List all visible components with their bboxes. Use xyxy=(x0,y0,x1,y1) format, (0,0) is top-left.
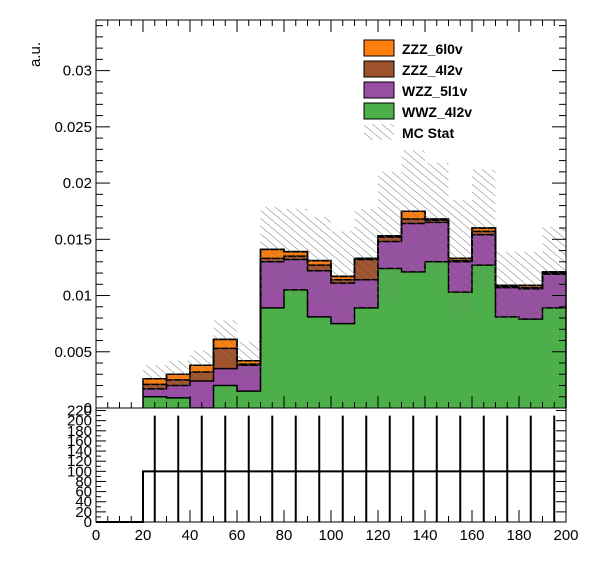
x-tick-label: 200 xyxy=(553,527,578,544)
legend-swatch-mc-stat xyxy=(364,124,394,140)
bar-WWZ_4l2v-16 xyxy=(519,319,543,408)
ratio-y-tick-label: 160 xyxy=(67,433,92,450)
mc-stat-band-10 xyxy=(378,171,402,301)
x-tick-label: 20 xyxy=(135,527,152,544)
bar-WZZ_5l1v-0 xyxy=(143,388,167,397)
y-tick-label: 0.025 xyxy=(54,119,92,136)
mc-stat-band-3 xyxy=(213,320,237,359)
x-tick-label: 0 xyxy=(92,527,100,544)
ratio-background xyxy=(96,408,566,522)
bar-WWZ_4l2v-10 xyxy=(378,268,402,408)
bar-WWZ_4l2v-12 xyxy=(425,261,449,408)
legend-swatch-WWZ_4l2v xyxy=(363,102,395,120)
bar-WWZ_4l2v-11 xyxy=(401,271,425,408)
bar-WWZ_4l2v-13 xyxy=(448,292,472,408)
bar-WWZ_4l2v-6 xyxy=(284,289,308,408)
bar-WWZ_4l2v-14 xyxy=(472,265,496,408)
mc-stat-band-2 xyxy=(190,350,214,380)
y-tick-label: 0 xyxy=(84,400,92,417)
mc-stat-band-7 xyxy=(307,216,331,305)
mc-stat-band-13 xyxy=(448,199,472,317)
ratio-y-tick-label: 140 xyxy=(67,443,92,460)
y-tick-label: 0.01 xyxy=(63,288,92,305)
ratio-y-tick-label: 20 xyxy=(75,504,92,521)
legend-swatch-WZZ_5l1v xyxy=(363,81,395,99)
mc-stat-band-15 xyxy=(495,251,519,320)
ratio-y-tick-label: 80 xyxy=(75,473,92,490)
bar-WWZ_4l2v-9 xyxy=(354,307,378,408)
ratio-y-tick-label: 220 xyxy=(67,403,92,420)
legend: ZZZ_6l0v ZZZ_4l2v WZZ_5l1v WWZ_4l2v MC Stat xyxy=(363,39,472,141)
x-tick-label: 180 xyxy=(506,527,531,544)
mc-stat-band-8 xyxy=(331,231,355,322)
ratio-y-tick-label: 200 xyxy=(67,413,92,430)
mc-stat-band-16 xyxy=(519,251,543,320)
y-tick-label: 0.03 xyxy=(63,63,92,80)
mc-stat-band-11 xyxy=(401,150,425,272)
mc-stat-band-6 xyxy=(284,208,308,295)
legend-swatch-ZZZ_4l2v xyxy=(363,60,395,78)
x-tick-label: 80 xyxy=(276,527,293,544)
legend-label: ZZZ_4l2v xyxy=(402,62,463,78)
mc-stat-band-5 xyxy=(260,206,284,293)
ratio-y-tick-label: 0 xyxy=(84,514,92,531)
mc-stat-band-14 xyxy=(472,169,496,287)
x-tick-label: 60 xyxy=(229,527,246,544)
bar-WWZ_4l2v-8 xyxy=(331,323,355,408)
y-tick-label: 0.015 xyxy=(54,231,92,248)
legend-label: WWZ_4l2v xyxy=(402,104,472,120)
bar-WZZ_5l1v-1 xyxy=(166,385,190,398)
legend-swatch-ZZZ_6l0v xyxy=(363,39,395,57)
x-tick-label: 120 xyxy=(365,527,390,544)
y-axis-title: a.u. xyxy=(27,42,44,67)
x-tick-label: 100 xyxy=(318,527,343,544)
bar-WWZ_4l2v-4 xyxy=(237,391,261,408)
main-plot: 0 0.005 0.01 0.015 0.02 0.025 0.03 a.u. xyxy=(27,19,567,417)
mc-stat-band-9 xyxy=(354,208,378,308)
bar-WWZ_4l2v-7 xyxy=(307,316,331,408)
ratio-y-tick-label: 100 xyxy=(67,463,92,480)
legend-label: MC Stat xyxy=(402,125,454,141)
ratio-y-tick-label: 180 xyxy=(67,423,92,440)
mc-stat-band-17 xyxy=(542,226,566,317)
mc-stat-band-1 xyxy=(166,360,190,388)
bar-WWZ_4l2v-3 xyxy=(213,385,237,408)
x-tick-label: 40 xyxy=(182,527,199,544)
x-tick-label: 140 xyxy=(412,527,437,544)
bar-WWZ_4l2v-15 xyxy=(495,316,519,408)
legend-label: WZZ_5l1v xyxy=(402,83,468,99)
mc-stat-band-12 xyxy=(425,162,449,276)
ratio-y-tick-label: 40 xyxy=(75,494,92,511)
y-tick-label: 0.02 xyxy=(63,175,92,192)
y-tick-label: 0.005 xyxy=(54,344,92,361)
legend-label: ZZZ_6l0v xyxy=(402,41,463,57)
mc-stat-band-4 xyxy=(237,341,261,380)
bar-WWZ_4l2v-5 xyxy=(260,307,284,408)
bar-WZZ_5l1v-3 xyxy=(213,368,237,386)
ratio-line xyxy=(96,470,566,523)
ratio-y-tick-label: 60 xyxy=(75,484,92,501)
bar-WZZ_5l1v-2 xyxy=(190,381,214,408)
ratio-y-tick-label: 120 xyxy=(67,453,92,470)
mc-stat-band-0 xyxy=(143,365,167,393)
bar-WWZ_4l2v-17 xyxy=(542,307,566,408)
x-tick-label: 160 xyxy=(459,527,484,544)
